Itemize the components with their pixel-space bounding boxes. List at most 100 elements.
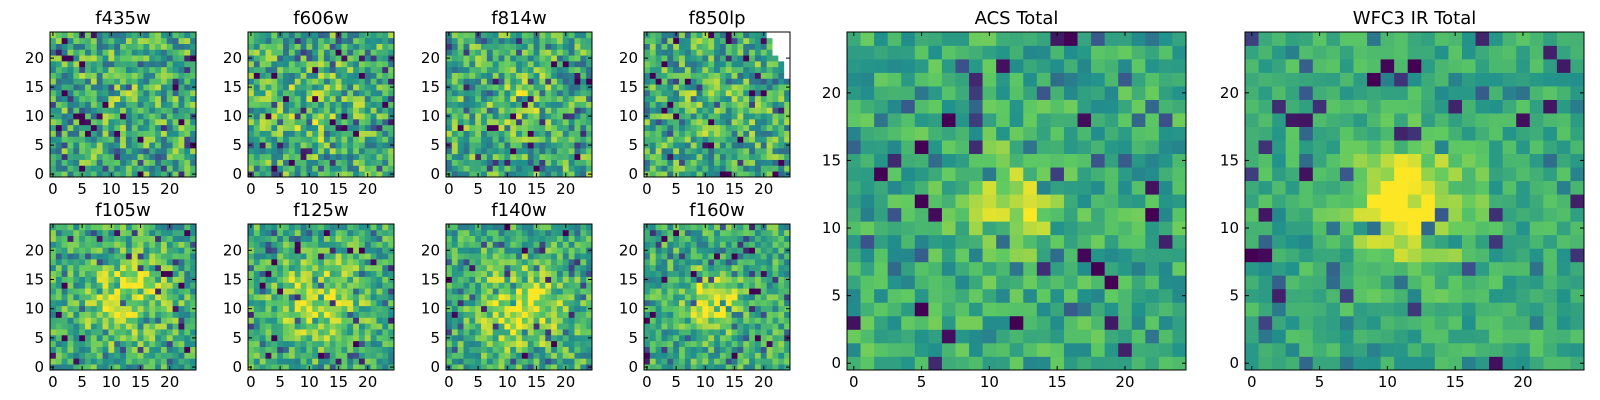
- heatmap-cell: [312, 305, 319, 312]
- heatmap-cell: [690, 90, 697, 97]
- heatmap-cell: [510, 78, 517, 85]
- heatmap-cell: [766, 90, 773, 97]
- heatmap-cell: [556, 305, 564, 312]
- heatmap-cell: [667, 32, 674, 39]
- heatmap-cell: [283, 259, 290, 266]
- heatmap-cell: [155, 84, 162, 91]
- heatmap-cell: [486, 32, 494, 39]
- heatmap-cell: [50, 101, 57, 108]
- heatmap-cell: [318, 346, 325, 353]
- heatmap-cell: [388, 153, 395, 160]
- heatmap-cell: [580, 95, 587, 102]
- heatmap-cell: [684, 66, 692, 73]
- axis-frame: [247, 31, 395, 178]
- heatmap-cell: [498, 90, 505, 97]
- heatmap-cell: [353, 43, 360, 50]
- heatmap-cell: [353, 159, 360, 166]
- heatmap-cell: [690, 352, 697, 359]
- heatmap-cell: [766, 171, 773, 178]
- y-tick-label: 0: [232, 358, 242, 376]
- heatmap-cell: [102, 317, 109, 324]
- heatmap-cell: [294, 334, 301, 342]
- heatmap-cell: [370, 352, 377, 359]
- heatmap-cell: [486, 340, 494, 347]
- heatmap-cell: [714, 124, 721, 131]
- heatmap-cell: [190, 43, 197, 50]
- heatmap-cell: [388, 119, 395, 126]
- heatmap-cell: [382, 334, 389, 342]
- heatmap-cell: [358, 119, 366, 126]
- heatmap-cell: [388, 159, 395, 166]
- heatmap-cell: [731, 276, 738, 283]
- heatmap-cell: [492, 241, 499, 248]
- heatmap-cell: [277, 119, 284, 126]
- heatmap-cell: [556, 78, 564, 85]
- heatmap-cell: [778, 61, 785, 68]
- heatmap-cell: [457, 43, 464, 50]
- heatmap-cell: [766, 37, 773, 44]
- heatmap-cell: [451, 259, 459, 266]
- heatmap-cell: [300, 153, 307, 160]
- heatmap-cell: [347, 130, 354, 137]
- heatmap-cell: [696, 130, 703, 137]
- heatmap-cell: [469, 247, 476, 254]
- heatmap-cell: [306, 113, 313, 120]
- heatmap-cell: [749, 130, 756, 137]
- heatmap-cell: [481, 55, 488, 62]
- heatmap-cell: [288, 323, 296, 330]
- heatmap-cell: [96, 352, 103, 359]
- heatmap-cell: [562, 84, 569, 91]
- heatmap-cell: [277, 159, 284, 166]
- heatmap-cell: [184, 78, 191, 85]
- heatmap-cell: [708, 119, 715, 126]
- heatmap-cell: [353, 346, 360, 353]
- heatmap-cell: [498, 171, 505, 178]
- heatmap-cell: [749, 90, 756, 97]
- heatmap-cell: [568, 124, 575, 131]
- heatmap-cell: [539, 358, 546, 365]
- heatmap-cell: [696, 142, 703, 149]
- heatmap-cell: [469, 358, 476, 365]
- heatmap-cell: [323, 323, 331, 330]
- heatmap-cell: [312, 224, 319, 231]
- heatmap-cell: [556, 55, 564, 62]
- heatmap-cell: [696, 90, 703, 97]
- heatmap-cell: [149, 95, 156, 102]
- heatmap-cell: [580, 90, 587, 97]
- heatmap-cell: [96, 101, 103, 108]
- heatmap-cell: [702, 334, 709, 342]
- heatmap-cell: [67, 66, 74, 73]
- heatmap-cell: [248, 299, 255, 307]
- heatmap-cell: [574, 364, 581, 371]
- heatmap-cell: [160, 340, 168, 347]
- heatmap-cell: [61, 142, 68, 149]
- heatmap-cell: [376, 352, 383, 359]
- heatmap-cell: [521, 43, 529, 50]
- heatmap-cell: [166, 229, 173, 237]
- heatmap-cell: [50, 299, 57, 307]
- heatmap-cell: [778, 364, 785, 371]
- heatmap-cell: [486, 305, 494, 312]
- heatmap-cell: [545, 259, 552, 266]
- heatmap-cell: [376, 90, 383, 97]
- heatmap-cell: [143, 84, 150, 91]
- heatmap-cell: [754, 352, 762, 359]
- heatmap-cell: [533, 148, 540, 155]
- heatmap-cell: [679, 299, 686, 307]
- heatmap-cell: [463, 142, 470, 149]
- heatmap-cell: [85, 43, 92, 50]
- heatmap-cell: [527, 282, 534, 289]
- heatmap-cell: [370, 101, 377, 108]
- heatmap-cell: [539, 241, 546, 248]
- heatmap-cell: [102, 159, 109, 166]
- heatmap-cell: [760, 95, 767, 102]
- heatmap-cell: [353, 253, 360, 260]
- heatmap-cell: [96, 282, 103, 289]
- heatmap-cell: [545, 311, 552, 318]
- heatmap-cell: [673, 90, 680, 97]
- heatmap-cell: [335, 235, 342, 242]
- heatmap-cell: [498, 323, 505, 330]
- heatmap-cell: [457, 241, 464, 248]
- heatmap-cell: [259, 329, 266, 336]
- heatmap-cell: [125, 264, 133, 272]
